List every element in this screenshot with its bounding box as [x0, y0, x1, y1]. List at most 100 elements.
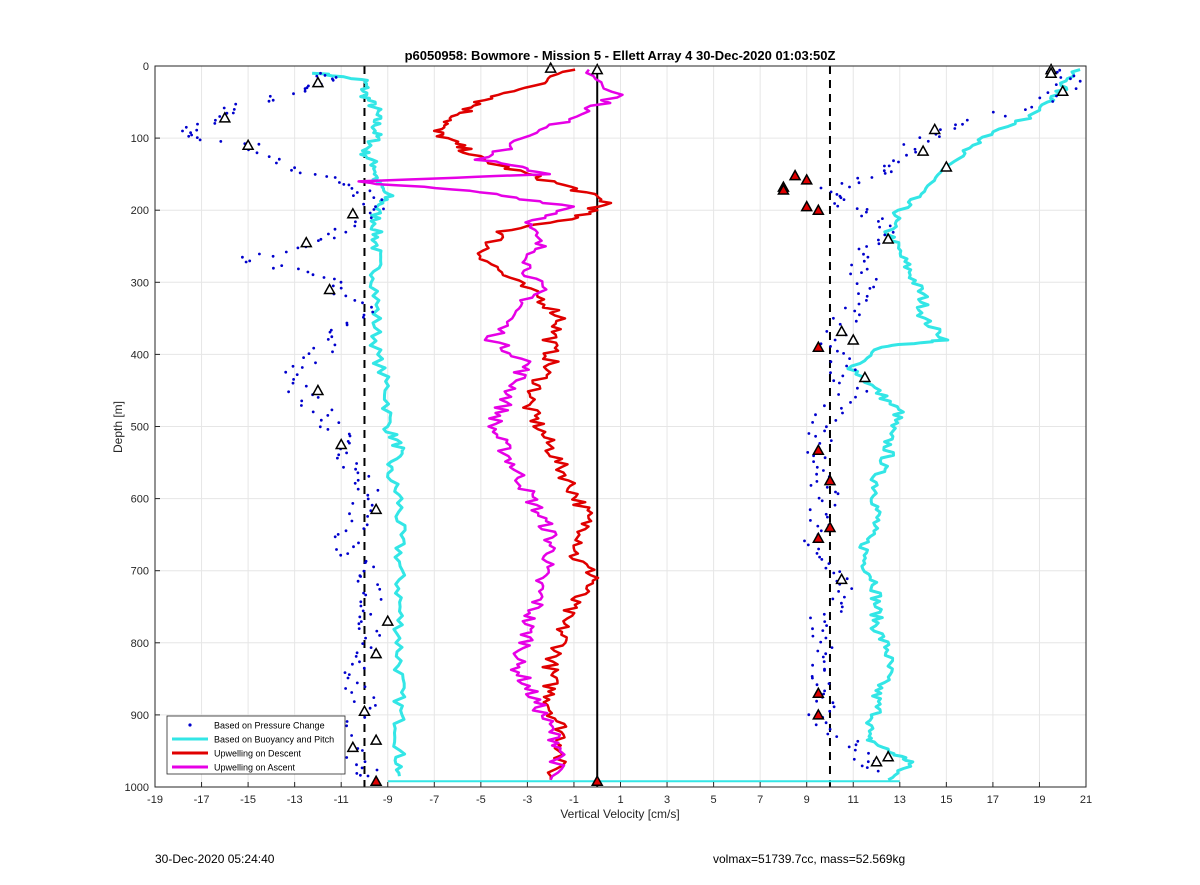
pressure-ascent-point [1059, 76, 1063, 79]
pressure-descent-point [378, 634, 381, 637]
pressure-descent-point [345, 451, 348, 455]
pressure-ascent-point [815, 683, 819, 687]
pressure-descent-point [292, 92, 295, 96]
open-triangle-marker [311, 76, 325, 88]
filled-triangle-marker [823, 520, 837, 533]
pressure-descent-point [370, 503, 374, 507]
pressure-descent-point [345, 724, 348, 728]
open-triangle-marker [916, 144, 930, 156]
pressure-ascent-point [816, 649, 820, 653]
pressure-ascent-point [832, 705, 836, 709]
pressure-ascent-point [854, 319, 858, 323]
pressure-descent-point [356, 478, 360, 482]
pressure-ascent-point [965, 118, 969, 122]
pressure-descent-point [366, 774, 370, 778]
pressure-ascent-point [824, 636, 828, 640]
pressure-descent-point [319, 71, 322, 75]
filled-triangle-marker [812, 686, 825, 699]
pressure-descent-point [213, 122, 217, 125]
pressure-descent-point [362, 591, 365, 595]
pressure-descent-point [350, 187, 354, 190]
open-triangle-marker [846, 333, 860, 345]
pressure-descent-point [272, 266, 275, 270]
pressure-ascent-point [832, 316, 835, 320]
pressure-ascent-point [820, 499, 824, 503]
filled-triangle-marker [777, 183, 790, 195]
pressure-descent-point [345, 756, 349, 759]
pressure-ascent-point [857, 292, 860, 295]
pressure-ascent-point [816, 524, 820, 528]
pressure-descent-point [295, 373, 299, 376]
pressure-descent-point [241, 255, 244, 259]
pressure-descent-point [359, 600, 363, 604]
pressure-ascent-point [888, 224, 892, 228]
pressure-descent-point [268, 94, 272, 98]
pressure-descent-point [355, 763, 358, 767]
pressure-descent-point [348, 512, 351, 516]
pressure-ascent-point [883, 233, 887, 237]
x-tick-label: 13 [894, 794, 906, 806]
pressure-descent-point [290, 168, 293, 172]
pressure-descent-point [333, 343, 337, 347]
legend-label: Upwelling on Ascent [214, 763, 296, 773]
pressure-descent-point [369, 612, 373, 616]
pressure-ascent-point [856, 739, 860, 743]
pressure-ascent-point [938, 135, 941, 139]
pressure-descent-point [376, 488, 380, 492]
pressure-descent-point [315, 74, 319, 78]
series-layer [181, 68, 1082, 783]
pressure-descent-point [195, 136, 199, 140]
pressure-descent-point [355, 681, 359, 685]
pressure-ascent-point [843, 595, 846, 599]
pressure-ascent-point [891, 230, 895, 234]
pressure-ascent-point [853, 368, 857, 372]
pressure-ascent-point [847, 745, 851, 749]
pressure-descent-point [337, 421, 341, 424]
pressure-descent-point [354, 655, 358, 658]
pressure-descent-point [277, 157, 281, 161]
pressure-ascent-point [874, 277, 878, 281]
pressure-descent-point [267, 155, 271, 159]
pressure-ascent-point [829, 371, 832, 375]
pressure-ascent-point [811, 634, 815, 638]
marker-layer [218, 61, 1069, 786]
pressure-descent-point [333, 277, 336, 281]
pressure-descent-point [316, 396, 320, 399]
pressure-descent-point [358, 660, 361, 664]
pressure-descent-point [312, 346, 316, 350]
pressure-descent-point [362, 527, 366, 530]
pressure-ascent-point [829, 439, 833, 442]
pressure-descent-point [356, 579, 360, 583]
pressure-ascent-point [824, 512, 828, 516]
pressure-descent-point [291, 364, 295, 368]
pressure-descent-point [342, 183, 346, 186]
pressure-descent-point [355, 462, 358, 465]
pressure-ascent-point [811, 421, 814, 424]
pressure-ascent-point [836, 492, 840, 496]
filled-triangle-marker [812, 203, 825, 215]
pressure-ascent-point [1058, 68, 1062, 72]
pressure-ascent-point [881, 217, 884, 221]
pressure-ascent-point [826, 732, 830, 736]
filled-triangle-marker [812, 708, 825, 720]
pressure-descent-point [353, 224, 357, 228]
pressure-descent-point [366, 493, 370, 497]
pressure-descent-point [331, 284, 335, 288]
pressure-ascent-point [865, 208, 869, 211]
open-triangle-marker [346, 207, 360, 219]
open-triangle-marker [241, 138, 255, 151]
pressure-ascent-point [902, 143, 906, 146]
pressure-ascent-point [821, 629, 825, 632]
pressure-descent-point [362, 313, 366, 317]
open-triangle-marker [544, 61, 557, 73]
pressure-descent-point [372, 196, 376, 200]
pressure-ascent-point [811, 676, 814, 680]
pressure-ascent-point [836, 204, 840, 208]
pressure-descent-point [365, 523, 369, 527]
pressure-ascent-point [1069, 77, 1072, 81]
pressure-descent-point [374, 205, 377, 209]
pressure-ascent-point [815, 465, 819, 469]
pressure-descent-point [342, 465, 345, 469]
pressure-descent-point [339, 286, 343, 290]
pressure-ascent-point [1078, 79, 1082, 83]
